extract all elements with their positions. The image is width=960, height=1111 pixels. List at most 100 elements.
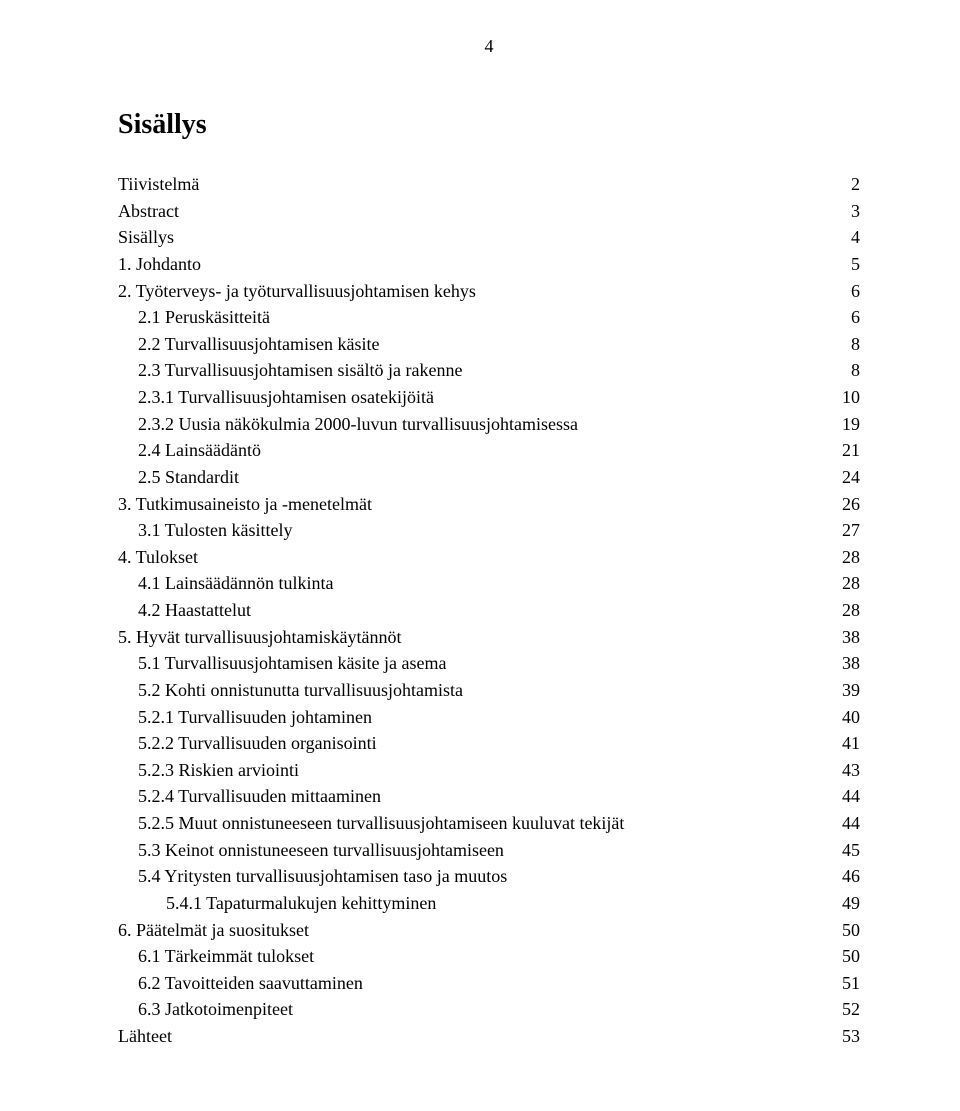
toc-entry-page: 50: [842, 917, 860, 944]
toc-entry-label: 3.1 Tulosten käsittely: [138, 517, 293, 544]
toc-entry-label: 2.3 Turvallisuusjohtamisen sisältö ja ra…: [138, 357, 462, 384]
toc-entry-label: 2.3.1 Turvallisuusjohtamisen osatekijöit…: [138, 384, 434, 411]
toc-entry-page: 38: [842, 650, 860, 677]
toc-entry-page: 39: [842, 677, 860, 704]
toc-entry: 5.2 Kohti onnistunutta turvallisuusjohta…: [118, 677, 860, 704]
toc-entry-label: 5. Hyvät turvallisuusjohtamiskäytännöt: [118, 624, 401, 651]
toc-entry-page: 46: [842, 863, 860, 890]
toc-entry: 5.2.4 Turvallisuuden mittaaminen 44: [118, 783, 860, 810]
toc-entry: 3.1 Tulosten käsittely 27: [118, 517, 860, 544]
toc-entry-page: 28: [842, 570, 860, 597]
toc-entry-page: 2: [851, 171, 860, 198]
toc-entry-page: 49: [842, 890, 860, 917]
toc-entry: 2.5 Standardit 24: [118, 464, 860, 491]
toc-entry-page: 6: [851, 304, 860, 331]
toc-entry-label: 2.5 Standardit: [138, 464, 239, 491]
toc-entry-label: 5.2.2 Turvallisuuden organisointi: [138, 730, 377, 757]
toc-entry-label: Tiivistelmä: [118, 171, 199, 198]
toc-entry-page: 51: [842, 970, 860, 997]
toc-entry: 5.2.3 Riskien arviointi 43: [118, 757, 860, 784]
toc-entry-label: 3. Tutkimusaineisto ja -menetelmät: [118, 491, 372, 518]
toc-entry-page: 4: [851, 224, 860, 251]
toc-entry-label: 6.1 Tärkeimmät tulokset: [138, 943, 314, 970]
toc-entry-page: 6: [851, 278, 860, 305]
toc-entry-page: 43: [842, 757, 860, 784]
toc-entry-page: 28: [842, 544, 860, 571]
toc-entry: 2.3.2 Uusia näkökulmia 2000-luvun turval…: [118, 411, 860, 438]
toc-entry-label: 6.3 Jatkotoimenpiteet: [138, 996, 293, 1023]
toc-entry: Sisällys 4: [118, 224, 860, 251]
toc-entry-page: 44: [842, 810, 860, 837]
toc-entry-page: 24: [842, 464, 860, 491]
toc-entry-label: 6.2 Tavoitteiden saavuttaminen: [138, 970, 363, 997]
toc-entry: 3. Tutkimusaineisto ja -menetelmät 26: [118, 491, 860, 518]
toc-title: Sisällys: [118, 109, 860, 141]
toc-entry-page: 26: [842, 491, 860, 518]
toc-entry: 4.1 Lainsäädännön tulkinta 28: [118, 570, 860, 597]
toc-entry-label: 6. Päätelmät ja suositukset: [118, 917, 309, 944]
toc-entry: 1. Johdanto 5: [118, 251, 860, 278]
toc-entry: 6.2 Tavoitteiden saavuttaminen 51: [118, 970, 860, 997]
toc-entry-label: 5.4 Yritysten turvallisuusjohtamisen tas…: [138, 863, 507, 890]
toc-entry-page: 44: [842, 783, 860, 810]
toc-entry-label: 2. Työterveys- ja työturvallisuusjohtami…: [118, 278, 476, 305]
toc-entry: 4.2 Haastattelut 28: [118, 597, 860, 624]
toc-entry-label: Abstract: [118, 198, 179, 225]
toc-entry: 2.2 Turvallisuusjohtamisen käsite 8: [118, 331, 860, 358]
toc-entry: Lähteet 53: [118, 1023, 860, 1050]
toc-list: Tiivistelmä 2Abstract 3Sisällys 41. Johd…: [118, 171, 860, 1050]
toc-entry-page: 50: [842, 943, 860, 970]
toc-entry-label: 4.2 Haastattelut: [138, 597, 251, 624]
toc-entry-label: 5.3 Keinot onnistuneeseen turvallisuusjo…: [138, 837, 504, 864]
toc-entry-page: 21: [842, 437, 860, 464]
toc-entry-page: 28: [842, 597, 860, 624]
toc-entry: 5.2.2 Turvallisuuden organisointi 41: [118, 730, 860, 757]
toc-entry-label: 5.1 Turvallisuusjohtamisen käsite ja ase…: [138, 650, 446, 677]
toc-entry-label: 5.2 Kohti onnistunutta turvallisuusjohta…: [138, 677, 463, 704]
toc-entry-label: 5.2.4 Turvallisuuden mittaaminen: [138, 783, 381, 810]
toc-entry-label: 5.2.1 Turvallisuuden johtaminen: [138, 704, 372, 731]
toc-entry-page: 3: [851, 198, 860, 225]
toc-entry-label: 4. Tulokset: [118, 544, 198, 571]
toc-entry-label: Lähteet: [118, 1023, 172, 1050]
page-number: 4: [118, 36, 860, 57]
toc-entry-label: 5.4.1 Tapaturmalukujen kehittyminen: [166, 890, 436, 917]
toc-entry-page: 53: [842, 1023, 860, 1050]
toc-entry-label: 2.2 Turvallisuusjohtamisen käsite: [138, 331, 380, 358]
toc-entry-label: 1. Johdanto: [118, 251, 201, 278]
toc-entry-page: 5: [851, 251, 860, 278]
toc-entry-page: 8: [851, 357, 860, 384]
document-page: 4 Sisällys Tiivistelmä 2Abstract 3Sisäll…: [0, 0, 960, 1111]
toc-entry-label: 5.2.5 Muut onnistuneeseen turvallisuusjo…: [138, 810, 624, 837]
toc-entry: 2.3.1 Turvallisuusjohtamisen osatekijöit…: [118, 384, 860, 411]
toc-entry-label: Sisällys: [118, 224, 174, 251]
toc-entry-label: 2.1 Peruskäsitteitä: [138, 304, 270, 331]
toc-entry: 2. Työterveys- ja työturvallisuusjohtami…: [118, 278, 860, 305]
toc-entry-page: 40: [842, 704, 860, 731]
toc-entry-page: 41: [842, 730, 860, 757]
toc-entry: 4. Tulokset 28: [118, 544, 860, 571]
toc-entry: 5.2.5 Muut onnistuneeseen turvallisuusjo…: [118, 810, 860, 837]
toc-entry-page: 10: [842, 384, 860, 411]
toc-entry: 2.3 Turvallisuusjohtamisen sisältö ja ra…: [118, 357, 860, 384]
toc-entry: 5.1 Turvallisuusjohtamisen käsite ja ase…: [118, 650, 860, 677]
toc-entry: Abstract 3: [118, 198, 860, 225]
toc-entry: 5.2.1 Turvallisuuden johtaminen 40: [118, 704, 860, 731]
toc-entry: 5.4.1 Tapaturmalukujen kehittyminen 49: [118, 890, 860, 917]
toc-entry-label: 2.3.2 Uusia näkökulmia 2000-luvun turval…: [138, 411, 578, 438]
toc-entry: 5.3 Keinot onnistuneeseen turvallisuusjo…: [118, 837, 860, 864]
toc-entry-page: 52: [842, 996, 860, 1023]
toc-entry: 5.4 Yritysten turvallisuusjohtamisen tas…: [118, 863, 860, 890]
toc-entry-label: 4.1 Lainsäädännön tulkinta: [138, 570, 333, 597]
toc-entry: 5. Hyvät turvallisuusjohtamiskäytännöt 3…: [118, 624, 860, 651]
toc-entry-page: 27: [842, 517, 860, 544]
toc-entry: Tiivistelmä 2: [118, 171, 860, 198]
toc-entry: 6. Päätelmät ja suositukset 50: [118, 917, 860, 944]
toc-entry-page: 38: [842, 624, 860, 651]
toc-entry: 6.1 Tärkeimmät tulokset 50: [118, 943, 860, 970]
toc-entry-label: 5.2.3 Riskien arviointi: [138, 757, 299, 784]
toc-entry: 6.3 Jatkotoimenpiteet 52: [118, 996, 860, 1023]
toc-entry-page: 45: [842, 837, 860, 864]
toc-entry: 2.4 Lainsäädäntö 21: [118, 437, 860, 464]
toc-entry: 2.1 Peruskäsitteitä 6: [118, 304, 860, 331]
